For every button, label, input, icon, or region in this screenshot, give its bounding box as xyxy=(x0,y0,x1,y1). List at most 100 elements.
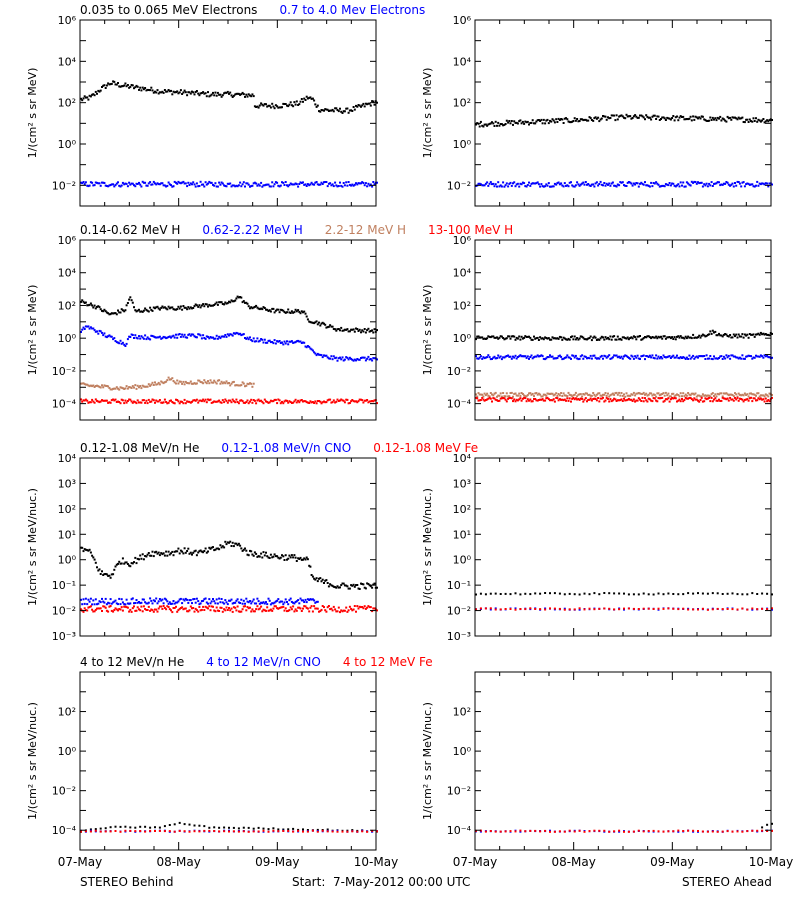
data-point xyxy=(218,610,221,612)
data-point xyxy=(191,333,193,336)
data-point xyxy=(281,181,283,184)
data-point xyxy=(183,398,186,401)
data-point xyxy=(687,608,690,611)
data-point xyxy=(647,607,650,610)
data-point xyxy=(508,355,511,358)
data-point xyxy=(486,398,489,401)
data-point xyxy=(255,304,258,307)
data-point xyxy=(184,597,187,600)
data-point xyxy=(86,399,89,402)
data-point xyxy=(179,335,182,338)
data-point xyxy=(698,355,701,358)
data-point xyxy=(699,355,702,358)
data-point xyxy=(475,184,477,187)
data-point xyxy=(102,600,105,603)
data-point xyxy=(615,400,618,402)
data-point xyxy=(284,399,287,402)
data-point xyxy=(701,185,704,188)
data-point xyxy=(679,335,682,338)
data-point xyxy=(183,830,186,833)
data-point xyxy=(616,393,619,396)
data-point xyxy=(287,557,290,560)
data-point xyxy=(292,830,295,833)
data-point xyxy=(258,555,261,558)
data-point xyxy=(324,354,327,357)
data-point xyxy=(282,343,285,346)
data-point xyxy=(483,184,486,187)
data-point xyxy=(191,90,193,93)
data-point xyxy=(305,95,308,98)
data-point xyxy=(262,306,265,309)
data-point xyxy=(175,382,177,385)
data-point xyxy=(170,399,172,402)
data-point xyxy=(299,597,302,600)
data-point xyxy=(240,610,243,613)
data-point xyxy=(235,297,238,300)
data-point xyxy=(581,395,584,398)
data-point xyxy=(163,830,166,833)
data-point xyxy=(99,607,102,610)
data-point xyxy=(131,182,134,185)
data-point xyxy=(600,335,603,338)
data-point xyxy=(274,181,277,184)
data-point xyxy=(92,556,95,559)
data-point xyxy=(496,357,498,360)
data-point xyxy=(168,553,171,556)
data-point xyxy=(715,399,718,402)
data-point xyxy=(500,395,503,398)
data-point xyxy=(706,830,709,833)
data-point xyxy=(188,400,191,403)
data-point xyxy=(108,401,111,404)
data-point xyxy=(736,118,739,121)
data-point xyxy=(341,610,344,613)
data-point xyxy=(157,183,160,186)
data-point xyxy=(84,301,87,304)
data-point xyxy=(332,185,335,188)
data-point xyxy=(684,185,687,188)
data-point xyxy=(721,335,724,338)
data-point xyxy=(232,184,235,187)
data-point xyxy=(671,392,674,395)
data-point xyxy=(727,335,730,338)
data-point xyxy=(308,320,311,323)
data-point xyxy=(124,387,127,390)
data-point xyxy=(142,558,145,561)
electrons-behind-data-points xyxy=(80,80,378,188)
data-point xyxy=(89,326,92,329)
data-point xyxy=(629,357,632,360)
data-point xyxy=(608,607,611,610)
data-point xyxy=(168,183,171,186)
data-point xyxy=(343,584,346,587)
data-point xyxy=(587,183,590,185)
data-point xyxy=(300,98,303,100)
data-point xyxy=(529,829,532,832)
data-point xyxy=(355,327,357,330)
data-point xyxy=(252,382,255,385)
data-point xyxy=(218,335,221,338)
data-point xyxy=(177,609,180,612)
data-point xyxy=(341,830,344,833)
data-point xyxy=(310,321,313,324)
data-point xyxy=(316,580,319,583)
data-point xyxy=(683,399,686,401)
data-point xyxy=(124,829,127,832)
data-point xyxy=(166,308,169,311)
legend-entry: 0.62-2.22 MeV H xyxy=(202,223,302,237)
data-point xyxy=(605,118,608,121)
data-point xyxy=(688,183,691,186)
data-point xyxy=(549,592,551,595)
data-point xyxy=(310,181,313,184)
data-point xyxy=(114,83,117,86)
data-point xyxy=(212,546,214,549)
data-point xyxy=(481,396,484,399)
data-point xyxy=(629,394,632,397)
data-point xyxy=(266,341,269,344)
data-point xyxy=(741,354,744,357)
data-point xyxy=(139,401,142,404)
data-point xyxy=(286,104,288,107)
data-point xyxy=(207,602,209,605)
data-point xyxy=(167,602,170,605)
data-point xyxy=(89,830,92,833)
data-point xyxy=(350,584,353,587)
data-point xyxy=(550,185,553,188)
